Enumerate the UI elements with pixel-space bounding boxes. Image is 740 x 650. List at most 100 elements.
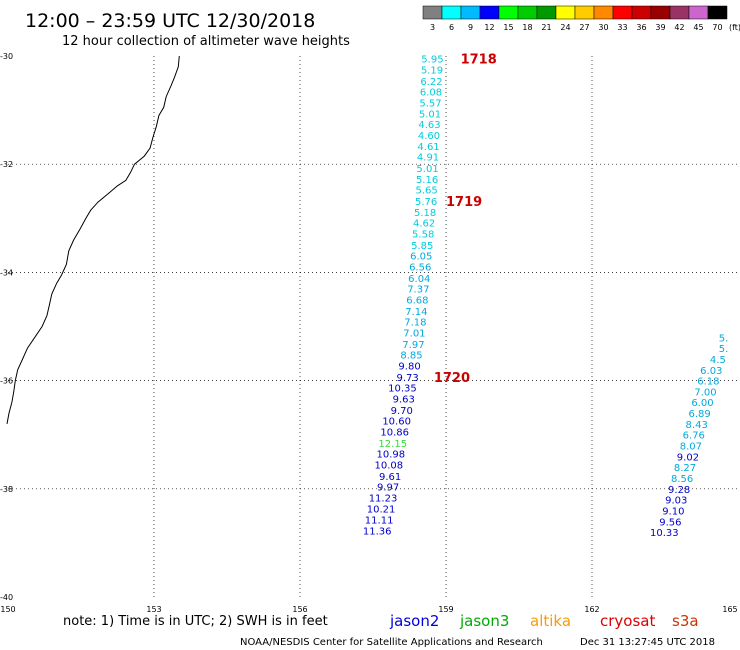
lat-lon-grid: [8, 56, 738, 597]
legend-label: 9: [468, 23, 473, 32]
wave-height-value: 5.58: [412, 229, 434, 240]
wave-height-value: 10.35: [388, 384, 417, 395]
legend-unit: (ft): [729, 23, 740, 32]
legend-swatch: [650, 5, 671, 20]
wave-height-value: 5.01: [419, 109, 441, 120]
legend-label: 6: [449, 23, 454, 32]
wave-height-value: 7.18: [404, 318, 426, 329]
wave-height-value: 7.37: [407, 285, 429, 296]
wave-height-value: 5.19: [421, 66, 443, 77]
legend-swatch: [612, 5, 633, 20]
wave-height-value: 9.80: [398, 361, 420, 372]
wave-height-value: 5.: [719, 333, 729, 344]
wave-height-value: 5.57: [419, 99, 441, 110]
legend-swatch: [707, 5, 728, 20]
satellite-legend: jason2 jason3 altika cryosat s3a: [389, 612, 699, 630]
wave-height-value: 10.08: [375, 460, 404, 471]
map-subtitle: 12 hour collection of altimeter wave hei…: [62, 34, 350, 49]
wave-height-value: 9.63: [393, 394, 415, 405]
wave-height-value: 8.56: [671, 474, 693, 485]
legend-label: 30: [598, 23, 608, 32]
legend-swatch: [479, 5, 500, 20]
altimeter-tracks: 5.955.196.226.085.575.014.634.604.614.91…: [363, 53, 728, 539]
legend-label: 18: [522, 23, 532, 32]
altimeter-track: 5.5.4.56.036.187.006.006.898.436.768.079…: [650, 333, 728, 539]
satellite-name: jason3: [459, 612, 509, 630]
wave-height-value: 9.03: [665, 496, 687, 507]
wave-height-value: 6.00: [691, 398, 713, 409]
wave-height-value: 7.01: [403, 328, 425, 339]
wave-height-value: 7.97: [402, 340, 424, 351]
wave-height-value: 10.21: [367, 504, 396, 515]
wave-height-value: 8.27: [674, 463, 696, 474]
wave-height-value: 8.43: [686, 420, 708, 431]
wave-height-value: 7.00: [694, 387, 716, 398]
wave-height-value: 9.02: [677, 452, 699, 463]
satellite-name: jason2: [389, 612, 439, 630]
wave-height-value: 4.5: [710, 355, 726, 366]
wave-height-value: 5.65: [415, 186, 437, 197]
satellite-name: s3a: [672, 612, 699, 630]
lat-label: -40: [0, 593, 13, 602]
legend-label: 39: [655, 23, 665, 32]
legend-swatch: [441, 5, 462, 20]
wave-height-value: 5.18: [414, 208, 436, 219]
wave-height-value: 10.33: [650, 528, 679, 539]
wave-height-value: 5.95: [421, 55, 443, 66]
wave-height-value: 5.: [719, 344, 729, 355]
lon-label: 159: [438, 605, 453, 614]
wave-height-value: 9.70: [391, 406, 413, 417]
wave-height-value: 4.60: [418, 131, 440, 142]
legend-label: 24: [560, 23, 570, 32]
wave-height-value: 11.23: [369, 493, 398, 504]
legend-swatch: [593, 5, 614, 20]
wave-height-value: 6.89: [688, 409, 710, 420]
altimeter-track: 5.955.196.226.085.575.014.634.604.614.91…: [363, 53, 497, 538]
wave-height-value: 6.76: [683, 431, 705, 442]
wave-height-value: 6.18: [697, 377, 719, 388]
wave-height-value: 6.04: [408, 274, 430, 285]
wave-height-value: 10.98: [376, 450, 405, 461]
wave-height-value: 8.07: [680, 442, 702, 453]
wave-height-legend: 3 6 9 12 15 18 21 24 27 30 33 36 39 42 45 70 (ft): [422, 5, 740, 32]
legend-swatch: [422, 5, 443, 20]
legend-swatch: [536, 5, 557, 20]
axis-labels: 150 153 156 159 162 165 -30 -32 -34 -36 -38 -40: [0, 52, 738, 614]
legend-label: 45: [693, 23, 703, 32]
wave-height-value: 12.15: [378, 439, 407, 450]
wave-height-value: 5.16: [416, 175, 438, 186]
satellite-name: cryosat: [600, 612, 655, 630]
wave-height-value: 11.11: [365, 516, 394, 527]
wave-height-value: 6.68: [406, 295, 428, 306]
legend-swatch: [460, 5, 481, 20]
legend-swatch: [498, 5, 519, 20]
footer-timestamp: Dec 31 13:27:45 UTC 2018: [580, 637, 715, 648]
wave-height-value: 6.03: [700, 366, 722, 377]
legend-swatch: [688, 5, 709, 20]
satellite-name: altika: [530, 612, 571, 630]
lat-label: -34: [0, 268, 13, 277]
legend-label: 27: [579, 23, 589, 32]
lon-label: 165: [722, 605, 737, 614]
wave-height-value: 4.62: [413, 219, 435, 230]
wave-height-value: 10.86: [380, 427, 409, 438]
legend-swatch: [517, 5, 538, 20]
wave-height-value: 4.61: [417, 142, 439, 153]
orbit-number: 1719: [446, 195, 482, 210]
wave-height-value: 9.61: [379, 472, 401, 483]
coastline: [6, 55, 180, 424]
wave-height-value: 6.05: [410, 252, 432, 263]
wave-height-value: 5.01: [416, 164, 438, 175]
wave-height-value: 6.08: [420, 88, 442, 99]
wave-height-value: 8.85: [400, 351, 422, 362]
lat-label: -38: [0, 485, 13, 494]
wave-height-value: 4.91: [417, 153, 439, 164]
wave-height-value: 4.63: [418, 120, 440, 131]
lon-label: 150: [0, 605, 15, 614]
legend-swatch: [669, 5, 690, 20]
wave-height-value: 9.56: [659, 517, 681, 528]
wave-height-value: 9.28: [668, 485, 690, 496]
footer-note: note: 1) Time is in UTC; 2) SWH is in fe…: [63, 614, 328, 629]
legend-label: 70: [712, 23, 722, 32]
